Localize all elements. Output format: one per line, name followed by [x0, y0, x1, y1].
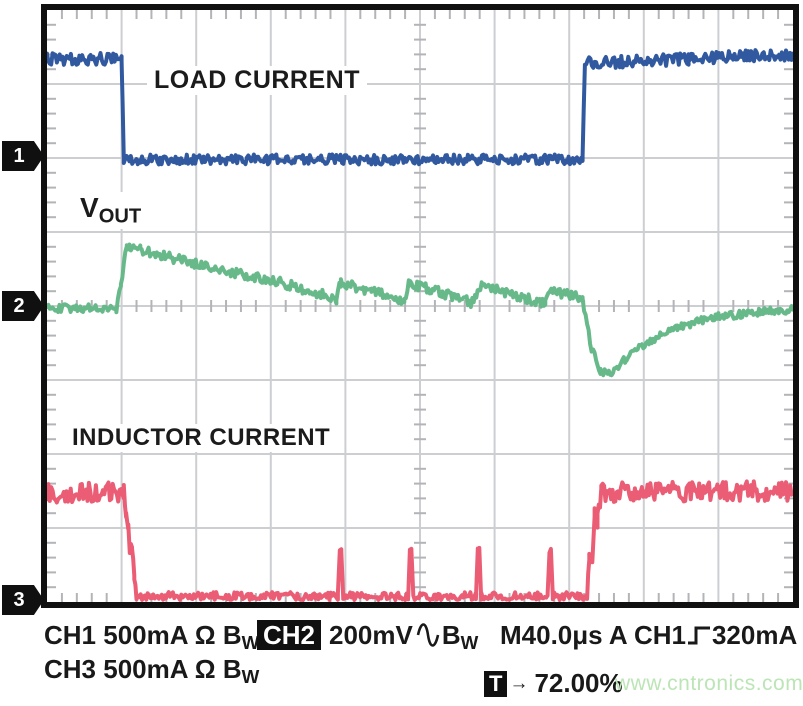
vout-label-subscript: OUT [98, 205, 142, 228]
ch3-bandwidth-limit: BW [222, 654, 260, 688]
scope-screen: LOAD CURRENT VOUT INDUCTOR CURRENT [41, 4, 799, 608]
channel-2-marker-number: 2 [13, 294, 25, 317]
bw-sub: W [241, 666, 260, 688]
trace-load_current_ch1 [47, 48, 793, 167]
ch3-scale-readout: CH3 500mA Ω BW [44, 654, 259, 688]
trigger-position-value: 72.00% [534, 668, 623, 698]
graticule-and-traces-svg [47, 10, 793, 602]
timebase-text: M40.0μs [500, 620, 603, 650]
ch1-scale-text: CH1 500mA [44, 620, 188, 650]
rising-edge-icon [687, 626, 710, 645]
ch2-scale-text: 200mV [329, 620, 413, 650]
bw-main: B [222, 654, 242, 684]
watermark-text: www.cntronics.com [615, 672, 803, 695]
channel-3-marker-number: 3 [13, 588, 25, 611]
bw-main: B [222, 620, 242, 650]
timebase-trigger-readout: M40.0μs A CH1 320mA [500, 620, 797, 651]
trigger-position-readout: T → 72.00% [484, 668, 623, 699]
trigger-source-text: A CH1 [608, 620, 686, 650]
bw-main: B [441, 620, 461, 650]
vout-label: VOUT [73, 192, 149, 229]
ch3-scale-text: CH3 500mA [44, 654, 188, 684]
ch2-badge: CH2 [257, 620, 322, 650]
ch2-scale-readout: CH2 200mV BW [257, 620, 478, 654]
trace-inductor_current_ch3 [47, 479, 793, 602]
ch2-bandwidth-limit: BW [442, 620, 478, 654]
channel-3-marker: 3 [2, 585, 44, 615]
bw-sub: W [241, 632, 260, 654]
trigger-level-text: 320mA [711, 620, 798, 650]
ch3-impedance-omega: Ω [194, 654, 216, 684]
load-current-label: LOAD CURRENT [147, 66, 367, 95]
channel-1-marker-number: 1 [13, 144, 25, 167]
vout-label-main: V [80, 192, 99, 223]
channel-1-marker: 1 [2, 141, 44, 171]
trigger-position-arrow-icon: → [509, 672, 529, 694]
ch1-impedance-omega: Ω [194, 620, 216, 650]
inductor-current-label: INDUCTOR CURRENT [65, 424, 338, 452]
channel-2-marker: 2 [2, 291, 44, 321]
trace-vout_ch2 [47, 242, 793, 378]
ch1-scale-readout: CH1 500mA Ω BW [44, 620, 259, 654]
bw-sub: W [460, 632, 479, 654]
trigger-t-badge: T [484, 670, 508, 697]
ch1-bandwidth-limit: BW [222, 620, 260, 654]
ac-coupling-icon [416, 623, 440, 647]
